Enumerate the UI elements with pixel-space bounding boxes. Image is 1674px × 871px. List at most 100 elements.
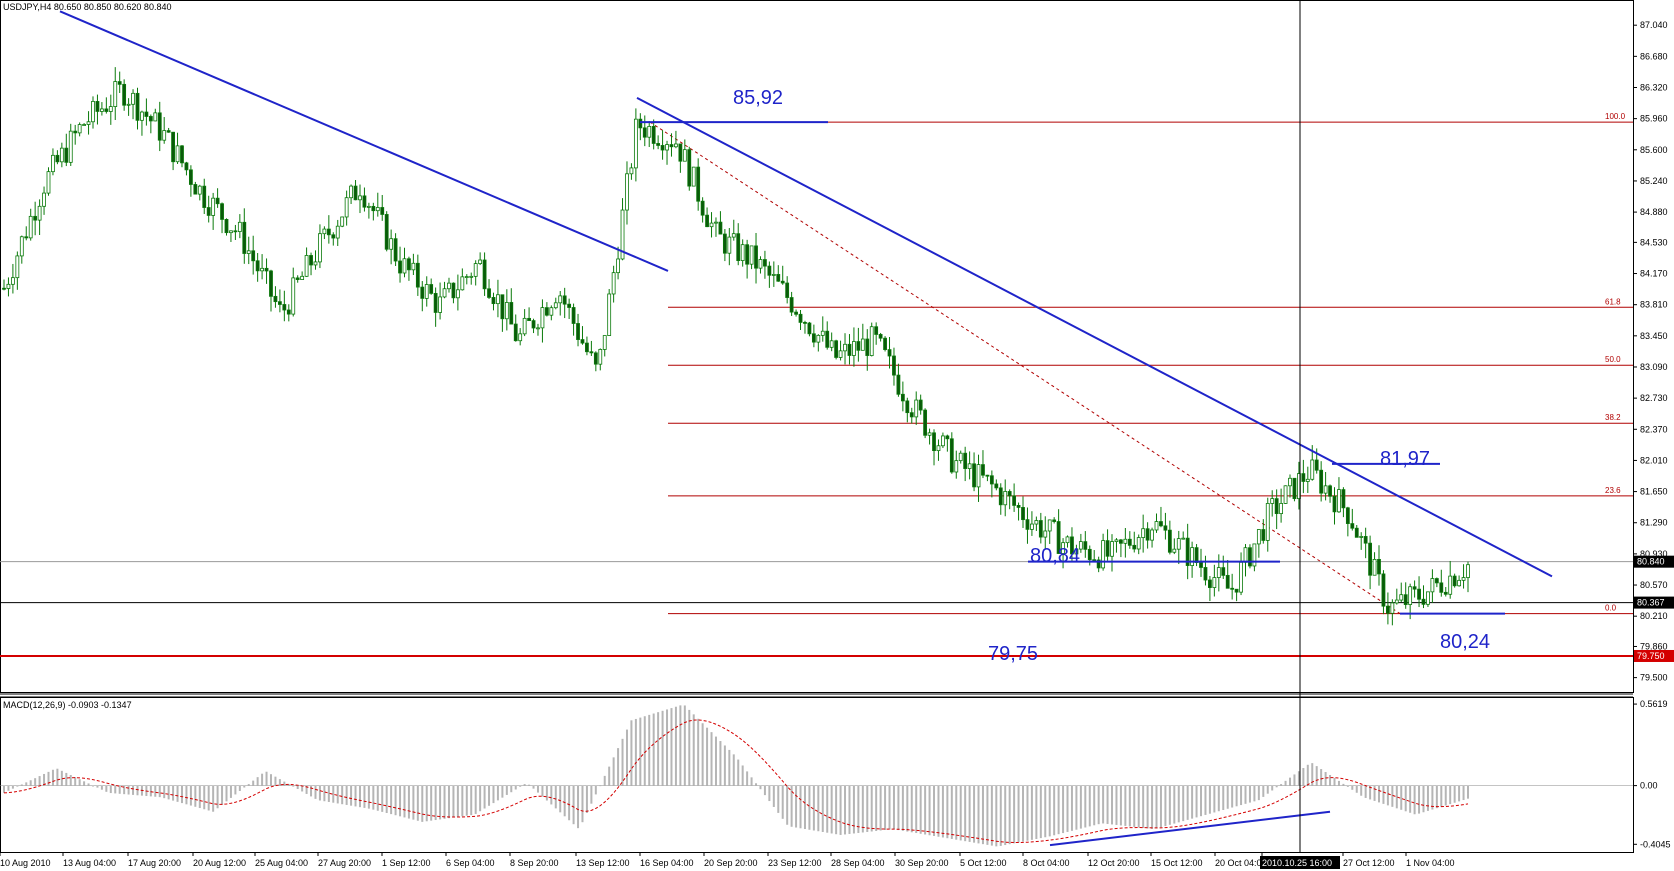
candle-body xyxy=(1399,594,1404,601)
macd-bar xyxy=(1248,785,1251,803)
candle-body xyxy=(923,409,928,436)
candle xyxy=(642,115,647,147)
macd-bar xyxy=(1324,772,1327,786)
candle xyxy=(843,333,847,365)
candle xyxy=(277,289,282,313)
candle-body xyxy=(1194,547,1199,563)
candle-body xyxy=(91,101,95,123)
candle-body xyxy=(1199,562,1203,568)
candle-body xyxy=(989,475,994,485)
candle-body xyxy=(188,169,193,185)
candle xyxy=(51,148,55,176)
candle xyxy=(313,250,318,270)
candle xyxy=(687,146,692,191)
candle-body xyxy=(162,130,167,141)
macd-bar xyxy=(69,775,72,786)
macd-bar xyxy=(149,785,152,797)
macd-bar xyxy=(612,757,615,786)
candle xyxy=(91,96,95,129)
candle xyxy=(918,394,923,415)
candle xyxy=(656,135,661,150)
macd-bar xyxy=(1302,768,1305,786)
candle-body xyxy=(954,460,959,473)
candle-body xyxy=(1047,519,1052,532)
candle xyxy=(442,281,447,299)
macd-bar xyxy=(634,718,637,786)
candle xyxy=(531,318,536,334)
candle xyxy=(242,208,247,264)
candle xyxy=(407,256,411,281)
candle-body xyxy=(1074,548,1079,555)
macd-bar xyxy=(1418,785,1421,814)
candle xyxy=(722,228,727,262)
macd-bar xyxy=(176,785,179,802)
candle-body xyxy=(1154,521,1159,531)
candle-body xyxy=(1185,537,1190,566)
macd-bar xyxy=(1102,785,1105,824)
macd-bar xyxy=(492,785,495,804)
candle-body xyxy=(1234,588,1239,593)
candle-body xyxy=(1265,503,1270,541)
candle-body xyxy=(135,92,140,121)
candle xyxy=(73,124,78,145)
candle xyxy=(549,305,554,321)
candle-body xyxy=(562,295,567,305)
candle-body xyxy=(73,130,78,134)
candle xyxy=(1323,471,1328,501)
candle-body xyxy=(945,435,950,440)
candle xyxy=(438,282,442,320)
candle-body xyxy=(1345,507,1350,524)
candle xyxy=(558,291,563,316)
macd-bar xyxy=(1048,785,1051,837)
candle xyxy=(122,79,127,111)
candle-body xyxy=(767,265,772,276)
macd-bar xyxy=(617,748,620,786)
price-tag-label: 80.367 xyxy=(1637,598,1665,608)
candle-body xyxy=(415,262,420,288)
candle xyxy=(1003,479,1008,517)
candle-body xyxy=(1163,525,1168,531)
candle xyxy=(64,133,69,167)
macd-bar xyxy=(114,785,117,794)
x-tick-label: 30 Sep 20:00 xyxy=(895,858,949,868)
candle-body xyxy=(451,282,456,299)
macd-bar xyxy=(536,785,539,793)
macd-bar xyxy=(1057,785,1060,835)
candle-body xyxy=(887,349,892,357)
candle xyxy=(602,335,607,357)
candle xyxy=(1194,544,1199,567)
candle-body xyxy=(513,323,518,342)
macd-header: MACD(12,26,9) -0.0903 -0.1347 xyxy=(3,700,132,710)
candle xyxy=(380,194,385,221)
candle xyxy=(1261,519,1266,544)
candle-body xyxy=(763,259,767,267)
macd-bar xyxy=(639,717,642,786)
x-tick-label: 13 Sep 12:00 xyxy=(576,858,630,868)
candle-body xyxy=(1083,541,1088,550)
macd-bar xyxy=(83,781,86,786)
macd-bar xyxy=(167,785,170,800)
x-tick-highlight xyxy=(1260,856,1340,869)
candle-body xyxy=(108,106,113,112)
macd-bar xyxy=(706,727,709,786)
candle xyxy=(1216,554,1221,592)
candle xyxy=(1034,516,1039,531)
candle xyxy=(1052,517,1057,524)
price-tag-box xyxy=(1634,596,1674,609)
macd-bar xyxy=(416,785,419,821)
candle xyxy=(113,67,118,120)
macd-bar xyxy=(1022,785,1025,842)
candle xyxy=(1123,527,1128,558)
candle-body xyxy=(1274,498,1279,515)
candle-body xyxy=(816,334,821,343)
macd-bar xyxy=(799,785,802,829)
macd-bar xyxy=(1369,785,1372,800)
candle xyxy=(326,215,331,244)
candle-body xyxy=(260,267,264,272)
macd-bar xyxy=(425,785,428,822)
candle xyxy=(1265,497,1270,552)
candle xyxy=(536,323,540,336)
candle xyxy=(24,226,29,241)
macd-bar xyxy=(1208,785,1211,814)
macd-bar xyxy=(158,785,161,798)
